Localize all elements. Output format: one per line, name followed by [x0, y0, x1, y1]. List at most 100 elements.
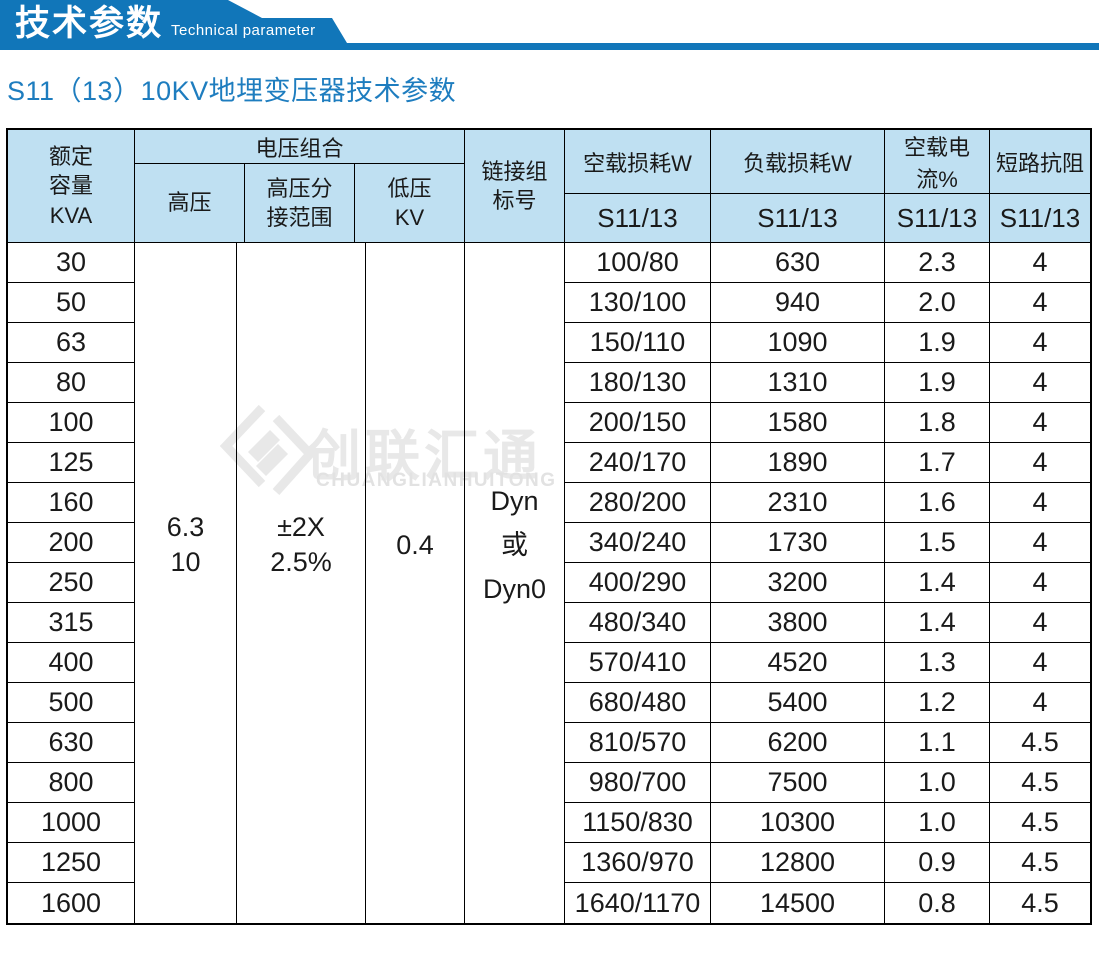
- load-loss-column: 630 940 1090 1310 1580 1890 2310 1730 3200 3800 45…: [711, 243, 885, 923]
- header-capacity: 额定 容量 KVA: [48, 144, 93, 228]
- hv-tap-merged-cell: ±2X 2.5%: [237, 243, 366, 923]
- noload-current-cell: 2.0: [885, 283, 989, 323]
- noload-current-cell: 1.5: [885, 523, 989, 563]
- noload-current-cell: 1.0: [885, 803, 989, 843]
- impedance-cell: 4: [990, 403, 1090, 443]
- load-loss-cell: 1890: [711, 443, 884, 483]
- hv-tap-value: ±2X 2.5%: [270, 512, 332, 577]
- load-loss-cell: 1310: [711, 363, 884, 403]
- header-voltage-group: 电压组合 高压 高压分 接范围 低压 KV: [135, 130, 465, 242]
- capacity-cell: 63: [8, 323, 134, 363]
- noload-loss-cell: 1640/1170: [574, 887, 701, 918]
- impedance-cell: 4.5: [990, 843, 1090, 883]
- noload-loss-column: 100/80 130/100 150/110 180/130 200/150 240/17…: [565, 243, 711, 923]
- banner-title-zh: 技术参数: [15, 4, 164, 43]
- impedance-cell: 4: [990, 243, 1090, 283]
- noload-current-cell: 1.2: [885, 683, 989, 723]
- noload-loss-cell: 980/700: [565, 763, 710, 803]
- load-loss-cell: 1580: [711, 403, 884, 443]
- load-loss-cell: 4520: [711, 643, 884, 683]
- noload-loss-cell: 180/130: [565, 363, 710, 403]
- capacity-cell: 160: [8, 483, 134, 523]
- header-noload-current: 空载电流%: [885, 130, 989, 194]
- noload-current-cell: 1.9: [885, 323, 989, 363]
- noload-current-cell: 1.8: [885, 403, 989, 443]
- noload-current-cell: 1.4: [885, 563, 989, 603]
- banner-title-en: Technical parameter: [171, 22, 316, 39]
- capacity-cell: 1000: [8, 803, 134, 843]
- capacity-cell: 400: [8, 643, 134, 683]
- vector-merged-cell: Dyn 或 Dyn0: [465, 243, 565, 923]
- noload-current-cell: 0.8: [918, 887, 956, 918]
- noload-loss-cell: 200/150: [565, 403, 710, 443]
- header-lv: 低压 KV: [387, 175, 432, 230]
- hv-value: 6.3 10: [166, 512, 205, 577]
- load-loss-cell: 3200: [711, 563, 884, 603]
- load-loss-cell: 10300: [711, 803, 884, 843]
- noload-loss-cell: 680/480: [565, 683, 710, 723]
- impedance-cell: 4: [990, 363, 1090, 403]
- noload-current-cell: 0.9: [885, 843, 989, 883]
- load-loss-cell: 14500: [759, 887, 836, 918]
- parameter-table: 创联汇通 CHUANGLIANHUITONG 额定 容量 KVA 电压组合 高压…: [6, 128, 1092, 925]
- noload-loss-cell: 400/290: [565, 563, 710, 603]
- header-noload-current-model: S11/13: [896, 202, 978, 233]
- load-loss-cell: 630: [711, 243, 884, 283]
- header-impedance-model: S11/13: [999, 202, 1081, 233]
- impedance-cell: 4: [990, 283, 1090, 323]
- table-body: 30 50 63 80 100 125 160 200 250 315 400 500 630 800 10…: [8, 243, 1090, 923]
- capacity-column: 30 50 63 80 100 125 160 200 250 315 400 500 630 800 10…: [8, 243, 135, 923]
- noload-current-cell: 1.6: [885, 483, 989, 523]
- lv-merged-cell: 0.4: [366, 243, 465, 923]
- header-noload-loss: 空载损耗W: [565, 130, 710, 194]
- impedance-cell: 4: [990, 443, 1090, 483]
- capacity-cell: 315: [8, 603, 134, 643]
- noload-loss-cell: 280/200: [565, 483, 710, 523]
- table-header: 额定 容量 KVA 电压组合 高压 高压分 接范围 低压 KV 链接组 标号 空…: [8, 130, 1090, 243]
- load-loss-cell: 6200: [711, 723, 884, 763]
- noload-loss-cell: 570/410: [565, 643, 710, 683]
- header-hv-tap: 高压分 接范围: [245, 164, 355, 242]
- impedance-cell: 4: [990, 683, 1090, 723]
- noload-current-cell: 1.0: [885, 763, 989, 803]
- impedance-cell: 4: [990, 523, 1090, 563]
- noload-loss-cell: 340/240: [565, 523, 710, 563]
- load-loss-cell: 5400: [711, 683, 884, 723]
- load-loss-cell: 1730: [711, 523, 884, 563]
- header-noload-loss-model: S11/13: [597, 202, 678, 233]
- load-loss-cell: 1090: [711, 323, 884, 363]
- capacity-cell: 100: [8, 403, 134, 443]
- noload-loss-cell: 810/570: [565, 723, 710, 763]
- header-impedance-group: 短路抗阻 S11/13: [990, 130, 1090, 242]
- capacity-cell: 50: [8, 283, 134, 323]
- header-load-loss-group: 负载损耗W S11/13: [711, 130, 885, 242]
- noload-current-column: 2.3 2.0 1.9 1.9 1.8 1.7 1.6 1.5 1.4 1.4 1.3 1.2 1.1 1…: [885, 243, 990, 923]
- impedance-cell: 4.5: [990, 723, 1090, 763]
- capacity-cell: 80: [8, 363, 134, 403]
- capacity-cell: 1250: [8, 843, 134, 883]
- impedance-cell: 4: [990, 643, 1090, 683]
- header-load-loss: 负载损耗W: [711, 130, 884, 194]
- load-loss-cell: 12800: [711, 843, 884, 883]
- capacity-cell: 630: [8, 723, 134, 763]
- noload-current-cell: 2.3: [885, 243, 989, 283]
- capacity-cell: 800: [8, 763, 134, 803]
- banner-ribbon-shape: [0, 0, 1099, 50]
- vector-value: Dyn 或 Dyn0: [482, 485, 547, 605]
- lv-value: 0.4: [396, 529, 434, 560]
- header-noload-current-group: 空载电流% S11/13: [885, 130, 990, 242]
- header-voltage-group-label: 电压组合: [135, 130, 464, 164]
- header-noload-loss-group: 空载损耗W S11/13: [565, 130, 711, 242]
- capacity-cell: 500: [8, 683, 134, 723]
- header-vector-group: 链接组 标号: [481, 158, 548, 213]
- capacity-cell: 200: [8, 523, 134, 563]
- noload-loss-cell: 100/80: [565, 243, 710, 283]
- impedance-cell: 4.5: [990, 803, 1090, 843]
- noload-current-cell: 1.9: [885, 363, 989, 403]
- load-loss-cell: 940: [711, 283, 884, 323]
- noload-loss-cell: 1360/970: [565, 843, 710, 883]
- capacity-cell: 30: [8, 243, 134, 283]
- impedance-cell: 4: [990, 563, 1090, 603]
- impedance-cell: 4: [990, 603, 1090, 643]
- noload-current-cell: 1.4: [885, 603, 989, 643]
